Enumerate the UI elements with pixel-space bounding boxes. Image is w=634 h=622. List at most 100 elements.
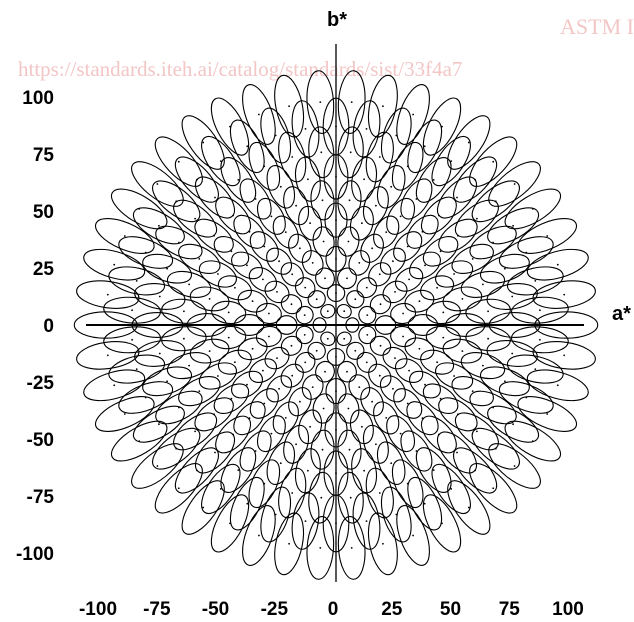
y-tick-label: 100 — [22, 88, 54, 109]
ellipse-center-point — [504, 267, 506, 270]
tolerance-ellipse — [409, 370, 441, 399]
tolerance-ellipse — [260, 486, 292, 543]
ellipse-center-point — [534, 368, 537, 370]
tolerance-ellipse — [420, 415, 457, 454]
ellipse-center-point — [375, 204, 377, 207]
tolerance-ellipse — [272, 215, 299, 249]
ellipse-center-point — [494, 200, 497, 203]
tolerance-ellipse — [181, 115, 225, 170]
tolerance-ellipse — [431, 136, 471, 187]
tolerance-ellipse — [471, 427, 520, 470]
tolerance-ellipse — [422, 494, 462, 553]
ellipse-center-point — [307, 469, 309, 472]
ellipse-center-point — [131, 338, 134, 341]
ellipse-center-point — [556, 263, 559, 266]
tolerance-ellipse — [152, 180, 201, 223]
tolerance-ellipse — [517, 218, 578, 254]
ellipse-center-point — [408, 278, 410, 281]
ellipse-center-point — [322, 240, 325, 243]
tolerance-ellipse — [471, 180, 520, 223]
ellipse-center-point — [453, 375, 455, 377]
tolerance-ellipse — [346, 290, 365, 309]
tolerance-ellipse — [298, 409, 323, 445]
ellipse-center-point — [354, 298, 357, 301]
ellipse-center-point — [196, 178, 198, 181]
tolerance-ellipse — [526, 369, 589, 402]
tolerance-ellipse — [453, 156, 498, 203]
ellipse-center-point — [394, 291, 396, 293]
ellipse-center-point — [418, 300, 421, 303]
tolerance-ellipse — [320, 331, 336, 347]
tolerance-ellipse — [201, 136, 241, 187]
ellipse-center-point — [270, 432, 273, 435]
tolerance-ellipse — [174, 156, 219, 203]
y-tick-label: 75 — [33, 145, 55, 166]
tolerance-ellipse — [409, 251, 441, 280]
tolerance-ellipse — [178, 243, 221, 275]
tolerance-ellipse — [249, 231, 279, 262]
ellipse-center-point — [311, 386, 314, 388]
ellipse-center-point — [290, 344, 293, 347]
tolerance-ellipse — [447, 115, 491, 170]
tolerance-ellipse — [360, 233, 384, 263]
tolerance-ellipse — [438, 218, 478, 253]
ellipse-center-point — [487, 337, 489, 340]
tolerance-ellipse — [155, 390, 203, 425]
tolerance-ellipse — [320, 303, 336, 319]
tolerance-ellipse — [83, 248, 146, 281]
ellipse-center-point — [284, 231, 287, 234]
ellipse-center-point — [202, 141, 205, 144]
tolerance-ellipse — [420, 275, 455, 301]
ellipse-center-point — [258, 113, 260, 116]
tolerance-ellipse — [356, 351, 378, 373]
ellipse-center-point — [450, 488, 453, 490]
tolerance-ellipse — [301, 250, 324, 276]
tolerance-ellipse — [504, 420, 562, 462]
ellipse-center-point — [442, 311, 445, 314]
ellipse-center-point — [390, 185, 393, 188]
tolerance-ellipse — [394, 267, 424, 292]
tolerance-ellipse — [103, 326, 161, 354]
tolerance-ellipse — [469, 390, 517, 425]
ellipse-center-point — [423, 502, 426, 505]
tolerance-ellipse — [393, 388, 423, 419]
ellipse-center-point — [476, 430, 478, 433]
tolerance-ellipse — [154, 463, 203, 514]
tolerance-ellipse — [380, 107, 412, 164]
tolerance-ellipse — [369, 294, 392, 315]
tolerance-ellipse — [368, 363, 392, 388]
ellipse-center-point — [166, 267, 169, 270]
ellipse-center-point — [531, 208, 534, 210]
tolerance-ellipse — [348, 250, 371, 276]
x-tick-label: -100 — [79, 599, 117, 620]
ellipse-center-point — [251, 347, 254, 350]
tolerance-ellipse — [189, 286, 230, 312]
tolerance-ellipse — [266, 375, 293, 403]
ellipse-center-point — [198, 390, 201, 392]
ellipse-center-point — [394, 357, 396, 359]
ellipse-center-point — [513, 465, 516, 467]
tolerance-ellipse — [283, 424, 310, 464]
ellipse-center-point — [378, 156, 381, 158]
ellipse-center-point — [270, 215, 273, 218]
ellipse-center-point — [467, 141, 470, 144]
ellipse-center-point — [295, 204, 297, 207]
ellipse-center-point — [113, 384, 116, 387]
tolerance-ellipse — [210, 97, 250, 156]
ellipse-center-point — [450, 160, 453, 163]
tolerance-ellipse — [532, 280, 596, 309]
ellipse-center-point — [123, 413, 126, 415]
ellipse-center-point — [461, 350, 464, 352]
x-tick-labels: -100 -75 -50 -25 0 25 50 75 100 — [79, 599, 584, 620]
ellipse-center-point — [319, 547, 322, 549]
tolerance-ellipse — [367, 74, 398, 138]
tolerance-ellipse — [108, 354, 166, 384]
ellipse-center-point — [156, 465, 159, 467]
ellipse-center-point — [441, 522, 443, 525]
tolerance-ellipse — [233, 214, 266, 249]
watermark-url: https://standards.iteh.ai/catalog/standa… — [18, 57, 462, 81]
tolerance-ellipse — [256, 415, 286, 453]
tolerance-ellipse — [237, 337, 268, 361]
ellipse-center-point — [358, 262, 361, 264]
tolerance-ellipse — [435, 362, 474, 390]
